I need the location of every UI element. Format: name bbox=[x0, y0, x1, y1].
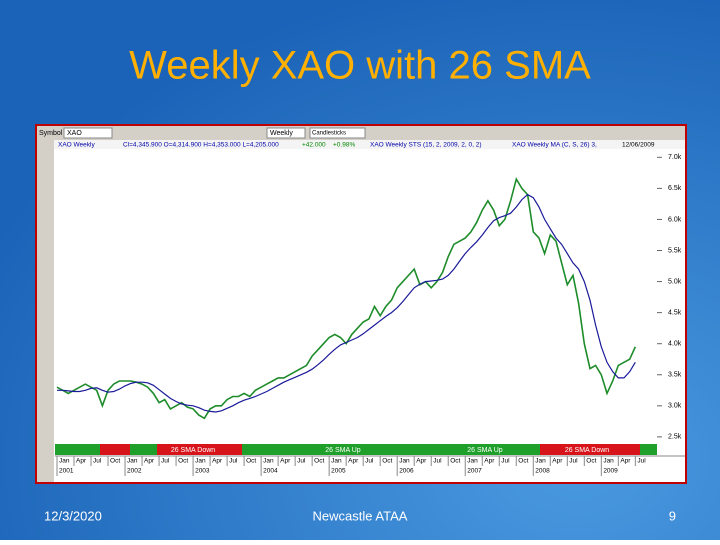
y-tick-label: 7.0k bbox=[668, 154, 682, 161]
x-tick-label: Jan bbox=[603, 458, 614, 465]
header-text: XAO Weekly STS (15, 2, 2009, 2, 0, 2) bbox=[370, 142, 482, 149]
slide-title: Weekly XAO with 26 SMA bbox=[129, 44, 591, 88]
y-tick-label: 5.5k bbox=[668, 247, 682, 254]
header-texts: XAO Weekly Cl=4,345.900 O=4,314.900 H=4,3… bbox=[58, 142, 655, 149]
band-label: 26 SMA Up bbox=[325, 447, 361, 454]
header-text: XAO Weekly bbox=[58, 142, 95, 149]
y-tick-label: 5.0k bbox=[668, 278, 682, 285]
y-tick-label: 3.0k bbox=[668, 403, 682, 410]
year-label: 2009 bbox=[603, 468, 618, 475]
year-label: 2001 bbox=[59, 468, 74, 475]
x-tick-label: Oct bbox=[450, 458, 460, 465]
series-line bbox=[56, 177, 637, 420]
y-tick-label: 4.0k bbox=[668, 341, 682, 348]
x-tick-label: Apr bbox=[76, 458, 87, 465]
header-text: +42.000 bbox=[302, 142, 326, 149]
x-tick-label: Jan bbox=[263, 458, 274, 465]
down-zone bbox=[100, 444, 130, 455]
down-zone bbox=[540, 444, 640, 455]
x-tick-label: Apr bbox=[552, 458, 563, 465]
header-text: +0.98% bbox=[333, 142, 355, 149]
style-box[interactable] bbox=[309, 127, 366, 139]
x-tick-label: Jan bbox=[127, 458, 138, 465]
side-toolbar bbox=[37, 140, 54, 482]
screenshot-frame bbox=[35, 124, 687, 484]
x-tick-label: Oct bbox=[586, 458, 596, 465]
page-number: 9 bbox=[669, 508, 676, 523]
x-tick-label: Apr bbox=[620, 458, 631, 465]
year-label: 2003 bbox=[195, 468, 210, 475]
footer-date: 12/3/2020 bbox=[44, 508, 102, 523]
x-tick-label: Jul bbox=[93, 458, 102, 465]
header-text: 12/06/2009 bbox=[622, 142, 655, 149]
y-tick-label: 6.0k bbox=[668, 216, 682, 223]
x-tick-label: Jan bbox=[59, 458, 70, 465]
year-label: 2004 bbox=[263, 468, 278, 475]
x-tick-label: Jul bbox=[229, 458, 238, 465]
x-tick-label: Oct bbox=[382, 458, 392, 465]
period-box[interactable] bbox=[266, 127, 306, 139]
series-line bbox=[57, 193, 636, 413]
x-tick-label: Jul bbox=[433, 458, 442, 465]
x-tick-label: Jul bbox=[365, 458, 374, 465]
chart-header bbox=[54, 140, 685, 149]
symbol-box[interactable] bbox=[63, 127, 113, 139]
y-tick-label: 2.5k bbox=[668, 434, 682, 441]
band-label: 26 SMA Up bbox=[467, 447, 503, 454]
year-label: 2002 bbox=[127, 468, 142, 475]
toolbar-label: Symbol bbox=[39, 130, 63, 137]
year-label: 2006 bbox=[399, 468, 414, 475]
x-tick-label: Jan bbox=[195, 458, 206, 465]
symbol: XAO bbox=[67, 130, 82, 137]
header-text: XAO Weekly MA (C, S, 26) 3, bbox=[512, 142, 597, 149]
band-label: 26 SMA Down bbox=[171, 447, 215, 454]
x-tick-label: Apr bbox=[280, 458, 291, 465]
x-tick-label: Oct bbox=[110, 458, 120, 465]
year-label: 2008 bbox=[535, 468, 550, 475]
year-label: 2007 bbox=[467, 468, 482, 475]
header-text: Cl=4,345.900 O=4,314.900 H=4,353.000 L=4… bbox=[123, 142, 279, 149]
y-tick-label: 4.5k bbox=[668, 309, 682, 316]
y-tick-label: 3.5k bbox=[668, 372, 682, 379]
x-tick-label: Jan bbox=[467, 458, 478, 465]
x-tick-label: Jan bbox=[535, 458, 546, 465]
x-tick-label: Oct bbox=[246, 458, 256, 465]
x-tick-label: Jan bbox=[399, 458, 410, 465]
trend-band bbox=[55, 444, 657, 455]
x-tick-label: Apr bbox=[484, 458, 495, 465]
x-tick-label: Jul bbox=[637, 458, 646, 465]
period: Weekly bbox=[270, 130, 293, 137]
x-tick-label: Oct bbox=[314, 458, 324, 465]
x-tick-label: Apr bbox=[348, 458, 359, 465]
down-zone bbox=[157, 444, 242, 455]
x-tick-label: Apr bbox=[416, 458, 427, 465]
style: Candlesticks bbox=[312, 131, 346, 137]
x-tick-label: Jul bbox=[297, 458, 306, 465]
x-tick-label: Oct bbox=[178, 458, 188, 465]
x-tick-label: Jul bbox=[501, 458, 510, 465]
band-label: 26 SMA Down bbox=[565, 447, 609, 454]
x-tick-label: Jul bbox=[569, 458, 578, 465]
x-tick-label: Apr bbox=[144, 458, 155, 465]
y-tick-label: 6.5k bbox=[668, 185, 682, 192]
x-tick-label: Jul bbox=[161, 458, 170, 465]
x-tick-label: Apr bbox=[212, 458, 223, 465]
x-tick-label: Jan bbox=[331, 458, 342, 465]
footer-center: Newcastle ATAA bbox=[313, 508, 408, 523]
x-tick-label: Oct bbox=[518, 458, 528, 465]
year-label: 2005 bbox=[331, 468, 346, 475]
